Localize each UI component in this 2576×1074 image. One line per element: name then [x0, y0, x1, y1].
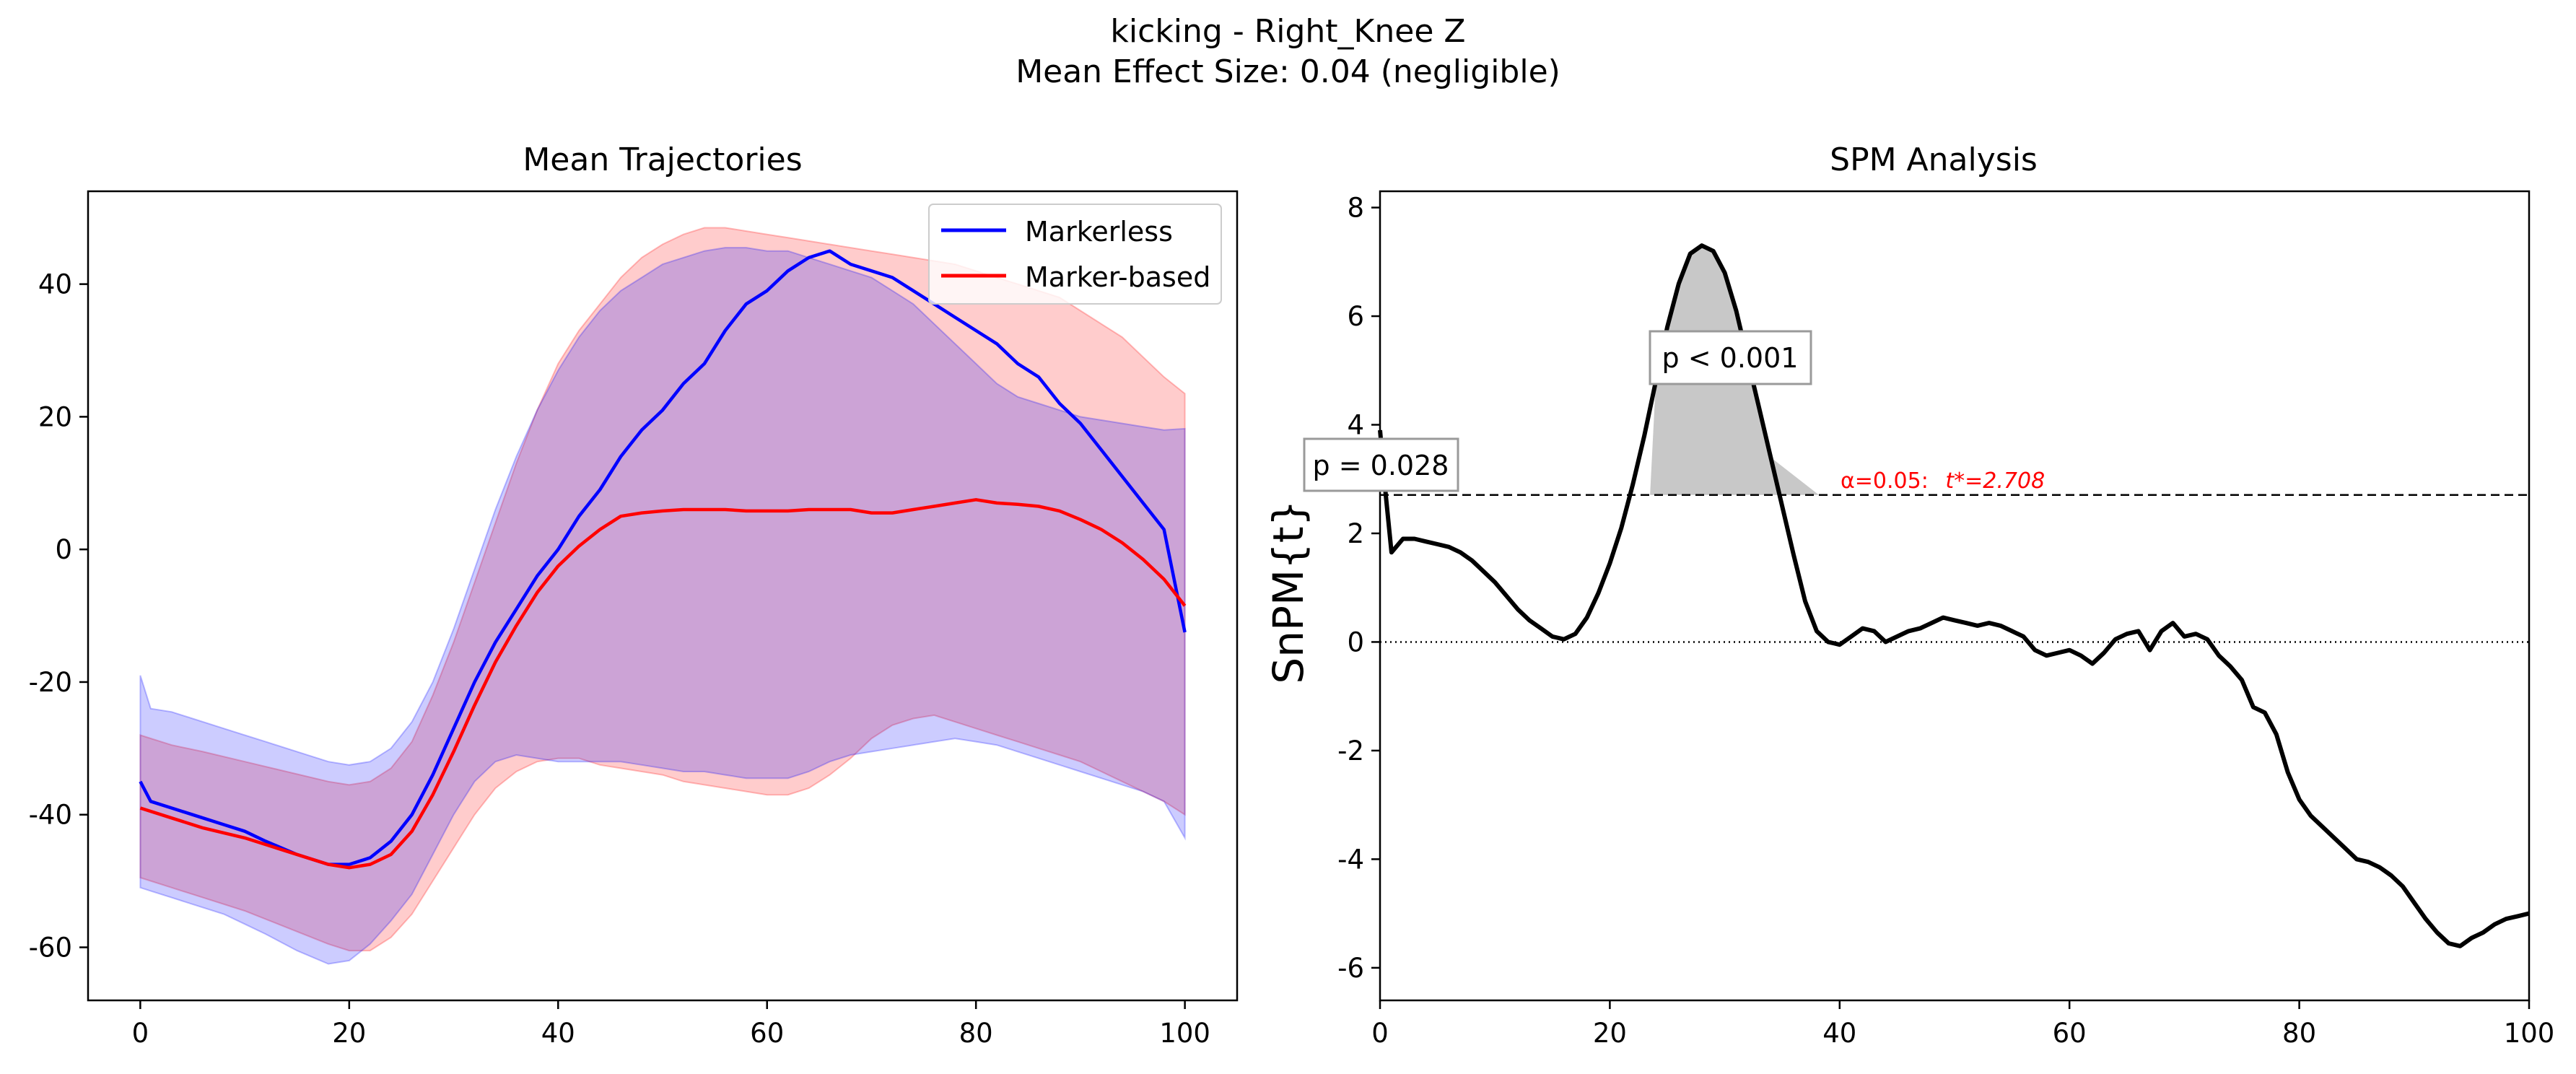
- left-chart-title: Mean Trajectories: [523, 141, 802, 178]
- left-y-tick-label: 20: [38, 401, 72, 432]
- cluster-1-p-label: p = 0.028: [1313, 450, 1449, 481]
- threshold-label-prefix: α=0.05:: [1841, 468, 1929, 494]
- marker-based-mean-line: [139, 498, 1187, 870]
- spm-t-curve: [1378, 243, 2530, 948]
- left-y-tick-label: 40: [38, 269, 72, 300]
- left-y-tick-label: -60: [29, 932, 72, 963]
- right-plot-frame: [1379, 190, 2531, 1002]
- right-y-tick-label: -6: [1337, 953, 1364, 984]
- right-x-tick-label: 100: [2504, 1018, 2555, 1049]
- left-y-tick-label: -20: [29, 667, 72, 698]
- left-y-tick-label: 0: [55, 534, 72, 565]
- right-x-tick-label: 20: [1593, 1018, 1627, 1049]
- right-y-tick-label: 2: [1347, 518, 1364, 549]
- figure-subtitle: Mean Effect Size: 0.04 (negligible): [1016, 53, 1560, 90]
- cluster-2-annotation: p < 0.001: [1649, 330, 1812, 385]
- right-y-tick-label: -4: [1337, 844, 1364, 875]
- cluster-1-annotation: p = 0.028: [1303, 437, 1459, 492]
- cluster-1-pbox: [1303, 437, 1459, 492]
- left-x-tick-label: 80: [959, 1018, 993, 1049]
- figure-title: kicking - Right_Knee Z: [1110, 13, 1466, 50]
- legend-marker-based-label: Marker-based: [1025, 261, 1210, 293]
- right-y-tick-label: 4: [1347, 410, 1364, 441]
- left-x-tick-label: 40: [541, 1018, 575, 1049]
- right-chart-title: SPM Analysis: [1830, 141, 2038, 178]
- cluster-2-pbox: [1649, 330, 1812, 385]
- left-plot-frame: [87, 190, 1239, 1002]
- left-x-tick-label: 60: [750, 1018, 784, 1049]
- right-y-tick-label: 6: [1347, 301, 1364, 332]
- left-x-tick-label: 100: [1159, 1018, 1210, 1049]
- cluster-2-p-label: p < 0.001: [1662, 342, 1799, 374]
- legend: Markerless Marker-based: [928, 204, 1222, 305]
- right-x-tick-label: 80: [2282, 1018, 2316, 1049]
- left-y-tick-label: -40: [29, 800, 72, 831]
- threshold-label: α=0.05: t*=2.708: [1841, 468, 2045, 494]
- legend-markerless-label: Markerless: [1025, 216, 1173, 248]
- left-x-tick-label: 0: [132, 1018, 149, 1049]
- right-x-tick-label: 60: [2053, 1018, 2087, 1049]
- marker-based-sd-band: [139, 227, 1186, 952]
- right-y-tick-label: 8: [1347, 193, 1364, 224]
- markerless-sd-band: [139, 247, 1186, 965]
- right-x-tick-label: 0: [1371, 1018, 1389, 1049]
- right-y-tick-label: -2: [1337, 735, 1364, 767]
- right-y-axis-label: SnPM{t}: [1264, 499, 1313, 684]
- threshold-label-value: t*=2.708: [1945, 468, 2045, 494]
- right-x-tick-label: 40: [1822, 1018, 1856, 1049]
- right-y-tick-label: 0: [1347, 626, 1364, 658]
- left-x-tick-label: 20: [332, 1018, 366, 1049]
